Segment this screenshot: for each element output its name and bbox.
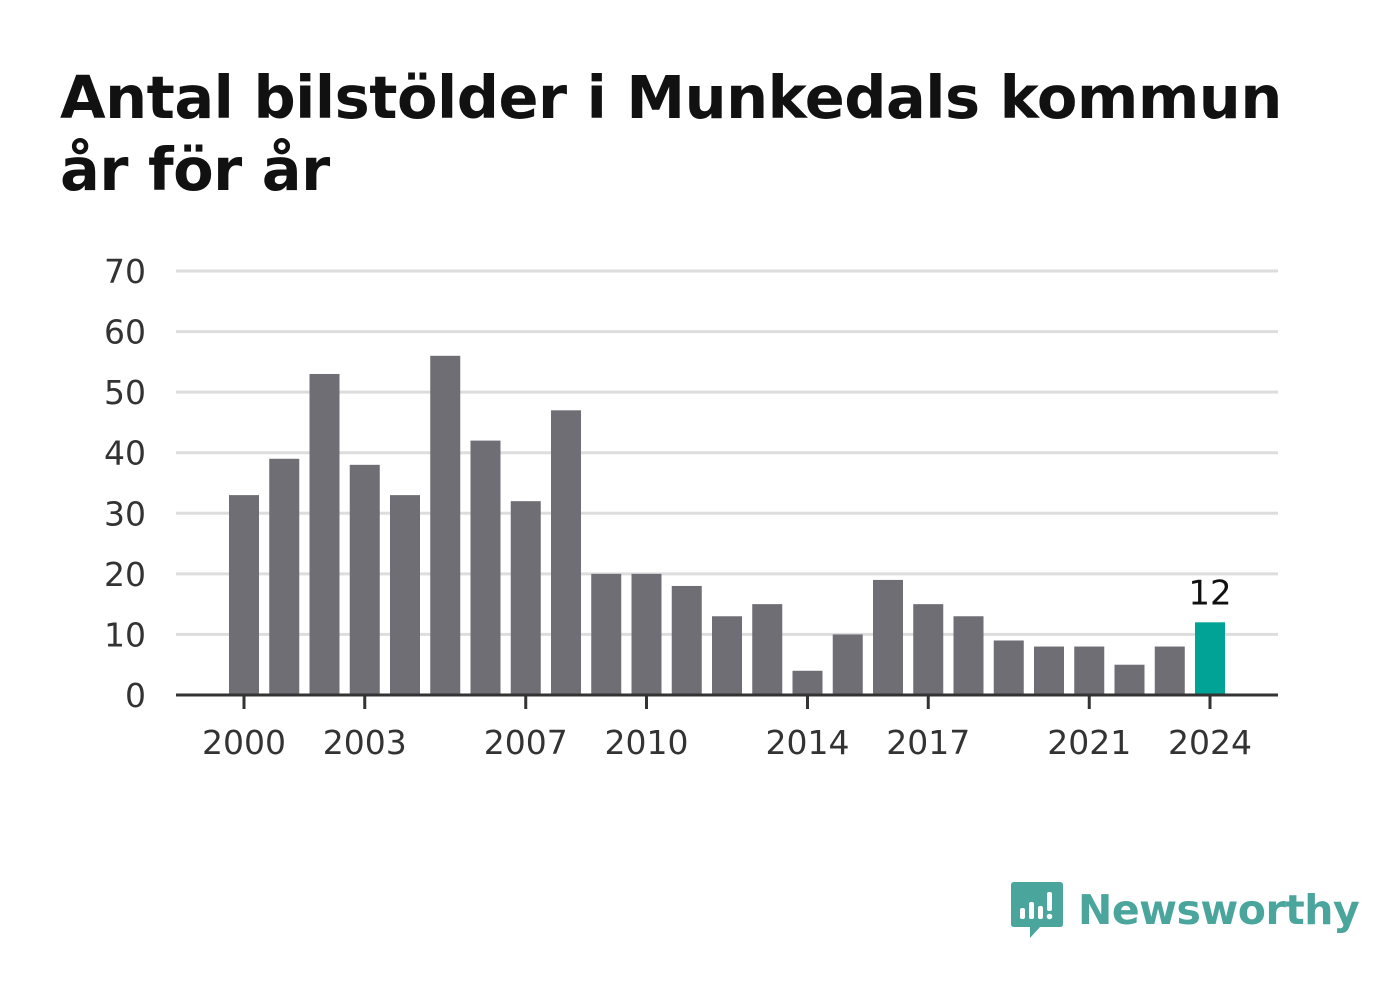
bar-2001 <box>269 458 300 695</box>
bar-2005 <box>430 355 461 695</box>
bar-2013 <box>752 604 783 695</box>
axes <box>176 693 1278 709</box>
bar-2017 <box>913 604 944 695</box>
bar-2016 <box>873 579 903 695</box>
data-label-2024: 12 <box>1188 573 1231 613</box>
bar-2023 <box>1154 646 1185 695</box>
bar-2007 <box>510 501 541 695</box>
y-tick-label-30: 30 <box>104 494 146 533</box>
bar-2009 <box>591 573 622 695</box>
bar-2014 <box>792 670 823 695</box>
x-tick-label-2007: 2007 <box>484 723 568 762</box>
brand-name: Newsworthy <box>1078 886 1360 934</box>
chart-bubble-icon <box>1011 882 1063 938</box>
bars <box>229 355 1225 695</box>
bar-2020 <box>1034 646 1064 695</box>
bar-2019 <box>993 640 1024 695</box>
labels: 0 10 20 30 40 50 60 70 12 2000 2003 2007 2010 2014 201… <box>104 252 1252 762</box>
y-tick-label-10: 10 <box>104 615 146 654</box>
gridlines <box>176 269 1278 636</box>
bar-2000 <box>229 495 259 695</box>
bar-2022 <box>1114 664 1145 695</box>
x-tick-label-2014: 2014 <box>766 723 850 762</box>
bar-2008 <box>551 410 581 695</box>
y-tick-label-60: 60 <box>104 313 146 352</box>
x-tick-label-2010: 2010 <box>605 723 689 762</box>
y-tick-label-40: 40 <box>104 434 146 473</box>
bar-2004 <box>390 495 420 695</box>
bar-2010 <box>631 573 662 695</box>
bar-2021 <box>1074 646 1105 695</box>
x-tick-label-2000: 2000 <box>202 723 286 762</box>
y-tick-label-0: 0 <box>125 676 146 715</box>
bar-2011 <box>671 585 702 695</box>
bar-2018 <box>953 616 984 695</box>
bar-2024 <box>1195 622 1225 695</box>
y-tick-label-50: 50 <box>104 373 146 412</box>
x-tick-label-2024: 2024 <box>1168 723 1252 762</box>
x-tick-label-2021: 2021 <box>1047 723 1131 762</box>
y-tick-label-70: 70 <box>104 252 146 291</box>
y-tick-label-20: 20 <box>104 555 146 594</box>
bar-2006 <box>470 440 501 695</box>
x-tick-label-2003: 2003 <box>323 723 407 762</box>
bar-2002 <box>309 373 340 695</box>
newsworthy-logo: Newsworthy <box>1010 878 1360 942</box>
x-tick-label-2017: 2017 <box>886 723 970 762</box>
bar-2003 <box>349 464 380 695</box>
bar-2015 <box>832 634 863 695</box>
bar-2012 <box>712 616 742 695</box>
chart-title: Antal bilstölder i Munkedals kommun år f… <box>60 63 1282 204</box>
